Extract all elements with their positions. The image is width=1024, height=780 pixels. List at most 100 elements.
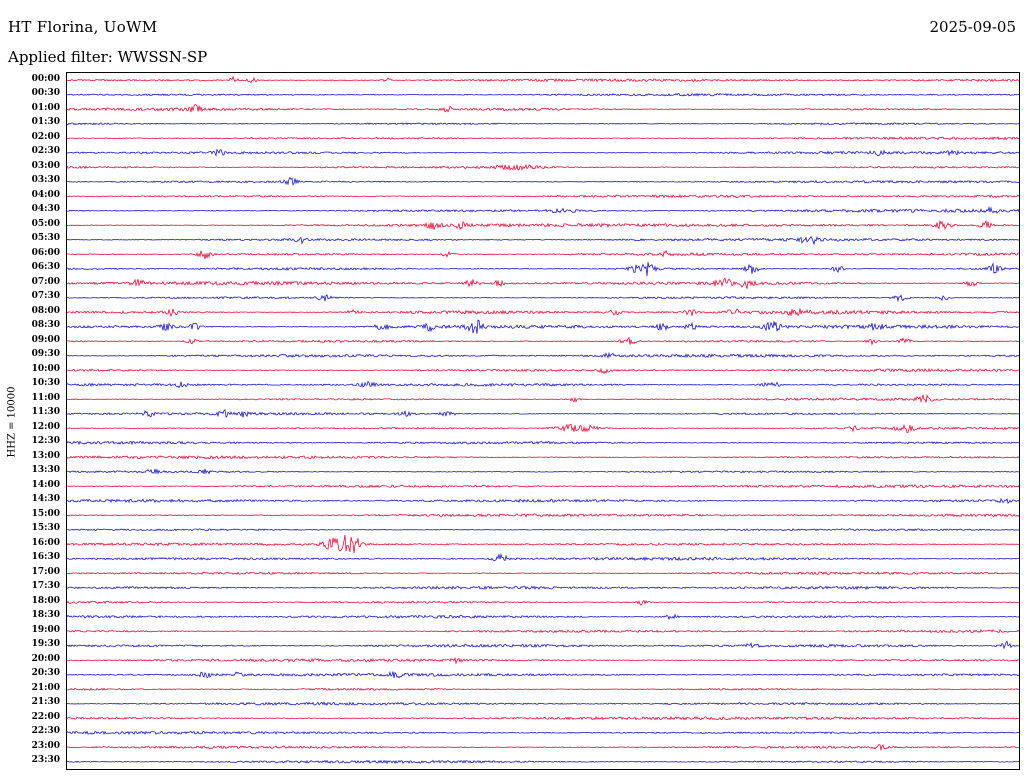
trace-row-1400 (67, 483, 1019, 489)
time-label: 20:00 (31, 653, 60, 664)
helicorder-traces (67, 75, 1019, 765)
trace-row-0600 (67, 249, 1019, 259)
time-label: 00:30 (31, 88, 60, 99)
trace-row-1730 (67, 585, 1019, 591)
trace-row-0430 (67, 205, 1019, 214)
time-label: 23:30 (31, 755, 60, 766)
time-label: 04:30 (31, 204, 60, 215)
station-title: HT Florina, UoWM (8, 18, 158, 36)
trace-row-1330 (67, 468, 1019, 475)
trace-row-1230 (67, 440, 1019, 446)
trace-row-1800 (67, 599, 1019, 606)
time-label: 14:00 (31, 479, 60, 490)
trace-row-1830 (67, 613, 1019, 621)
trace-row-0000 (67, 75, 1019, 84)
time-label: 12:30 (31, 436, 60, 447)
time-label: 18:30 (31, 610, 60, 621)
trace-row-0100 (67, 104, 1019, 113)
trace-row-1700 (67, 571, 1019, 576)
time-label: 10:30 (31, 378, 60, 389)
time-label: 21:00 (31, 682, 60, 693)
time-label: 05:00 (31, 218, 60, 229)
time-label: 04:00 (31, 189, 60, 200)
time-label: 15:30 (31, 523, 60, 534)
time-label: 00:00 (31, 73, 60, 84)
trace-row-0700 (67, 277, 1019, 289)
time-label: 17:00 (31, 566, 60, 577)
trace-row-0800 (67, 308, 1019, 318)
time-label: 07:00 (31, 276, 60, 287)
trace-row-1300 (67, 454, 1019, 460)
trace-row-0930 (67, 351, 1019, 359)
trace-row-0400 (67, 194, 1019, 199)
time-label: 18:00 (31, 595, 60, 606)
time-label: 14:30 (31, 494, 60, 505)
filter-label: Applied filter: WWSSN-SP (8, 48, 208, 66)
time-label: 09:00 (31, 334, 60, 345)
time-label: 15:00 (31, 508, 60, 519)
trace-row-1000 (67, 367, 1019, 375)
trace-row-0630 (67, 262, 1019, 277)
time-label: 22:30 (31, 726, 60, 737)
trace-row-2200 (67, 715, 1019, 721)
time-label: 11:30 (31, 407, 60, 418)
trace-row-0900 (67, 336, 1019, 346)
trace-row-2330 (67, 759, 1019, 765)
time-label: 20:30 (31, 668, 60, 679)
trace-row-0500 (67, 219, 1019, 231)
time-label: 06:30 (31, 262, 60, 273)
trace-row-0530 (67, 235, 1019, 246)
time-axis-labels: 00:00 00:30 01:00 01:30 02:00 02:30 03:00 03:30… (0, 0, 64, 780)
time-label: 16:30 (31, 552, 60, 563)
time-label: 12:00 (31, 421, 60, 432)
time-label: 11:00 (31, 392, 60, 403)
time-label: 02:30 (31, 146, 60, 157)
trace-row-0130 (67, 122, 1019, 126)
trace-row-1100 (67, 393, 1019, 403)
trace-row-0330 (67, 176, 1019, 186)
time-label: 13:00 (31, 450, 60, 461)
time-label: 21:30 (31, 697, 60, 708)
trace-plot-area (66, 72, 1020, 770)
time-label: 01:30 (31, 117, 60, 128)
time-label: 03:30 (31, 175, 60, 186)
time-label: 10:00 (31, 363, 60, 374)
trace-row-1200 (67, 423, 1019, 433)
time-label: 08:30 (31, 320, 60, 331)
trace-row-0230 (67, 148, 1019, 157)
time-label: 16:00 (31, 537, 60, 548)
trace-row-1500 (67, 513, 1019, 518)
time-label: 08:00 (31, 305, 60, 316)
trace-row-1930 (67, 640, 1019, 650)
time-label: 09:30 (31, 349, 60, 360)
trace-row-1900 (67, 628, 1019, 634)
trace-row-2100 (67, 687, 1019, 691)
time-label: 23:00 (31, 740, 60, 751)
trace-row-2030 (67, 670, 1019, 679)
trace-row-0300 (67, 163, 1019, 172)
time-label: 07:30 (31, 291, 60, 302)
time-label: 13:30 (31, 465, 60, 476)
time-label: 05:30 (31, 233, 60, 244)
trace-row-1600 (67, 534, 1019, 554)
time-label: 19:00 (31, 624, 60, 635)
trace-row-2230 (67, 730, 1019, 736)
trace-row-2300 (67, 744, 1019, 751)
time-label: 19:30 (31, 639, 60, 650)
time-label: 02:00 (31, 131, 60, 142)
trace-row-1630 (67, 552, 1019, 562)
time-label: 03:00 (31, 160, 60, 171)
time-label: 22:00 (31, 711, 60, 722)
date-label: 2025-09-05 (929, 18, 1016, 36)
trace-row-0200 (67, 136, 1019, 141)
trace-row-1130 (67, 409, 1019, 418)
trace-row-0030 (67, 92, 1019, 97)
trace-row-2000 (67, 656, 1019, 665)
trace-row-2130 (67, 701, 1019, 707)
trace-row-1030 (67, 380, 1019, 389)
time-label: 01:00 (31, 102, 60, 113)
trace-row-0730 (67, 294, 1019, 303)
trace-row-1530 (67, 528, 1019, 532)
trace-row-1430 (67, 497, 1019, 504)
time-label: 17:30 (31, 581, 60, 592)
